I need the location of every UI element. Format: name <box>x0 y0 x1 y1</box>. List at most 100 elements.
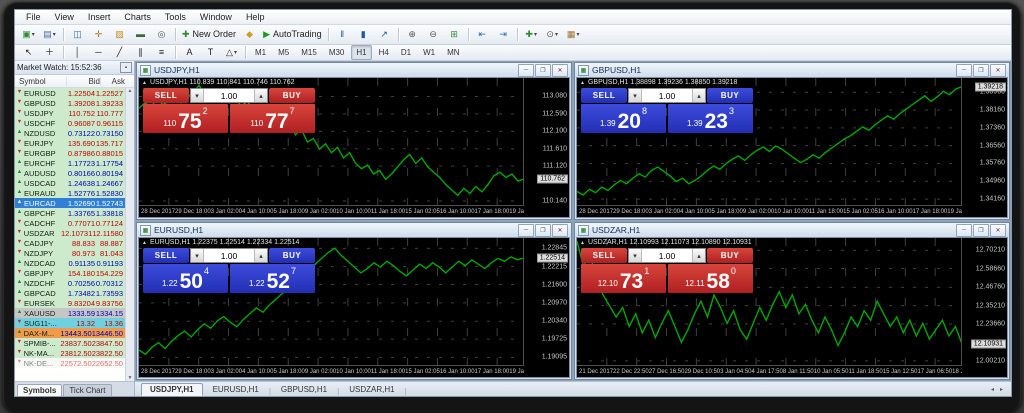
sell-price-box[interactable]: 1.39 20 8 <box>581 104 666 133</box>
chart-tab-usdzar-h1[interactable]: USDZAR,H1 <box>349 385 395 394</box>
templates-dropdown[interactable]: ▦ ▾ <box>564 26 583 43</box>
market-watch-row[interactable]: ▼ EURJPY 135.690 135.717 <box>15 138 125 148</box>
data-window-toggle[interactable]: ✛ <box>89 26 108 43</box>
label-tool[interactable]: T <box>201 44 220 61</box>
market-watch-row[interactable]: ▼ USDZAR 12.10731 12.11580 <box>15 228 125 238</box>
tab-scroll-left-icon[interactable]: ◂ <box>990 386 994 393</box>
timeframe-m1[interactable]: M1 <box>255 48 267 57</box>
buy-price-box[interactable]: 1.22 52 7 <box>230 264 315 293</box>
menu-help[interactable]: Help <box>245 12 265 22</box>
column-ask[interactable]: Ask <box>100 76 134 86</box>
sell-price-box[interactable]: 1.22 50 4 <box>143 264 228 293</box>
new-order-button[interactable]: ✚ New Order <box>182 29 237 39</box>
timeframe-m15[interactable]: M15 <box>301 48 317 57</box>
market-watch-row[interactable]: ▼ EURSEK 9.83204 9.83756 <box>15 298 125 308</box>
market-watch-toggle[interactable]: ◫ <box>68 26 87 43</box>
chart-title-bar[interactable]: ▦ USDZAR,H1 ─ ❐ ✕ <box>575 223 1009 237</box>
market-watch-tab-tick-chart[interactable]: Tick Chart <box>63 384 112 396</box>
timeframe-w1[interactable]: W1 <box>423 48 436 57</box>
collapse-trade-panel-icon[interactable]: ▲ <box>142 79 147 86</box>
price-axis[interactable]: 1.38960 1.38160 1.37360 1.36560 1.35760 1.349… <box>961 78 1007 206</box>
market-watch-row[interactable]: ▼ GBPJPY 154.180 154.229 <box>15 268 125 278</box>
menu-charts[interactable]: Charts <box>124 12 151 22</box>
market-watch-row[interactable]: ▲ EURCHF 1.17723 1.17754 <box>15 158 125 168</box>
zoom-in-button[interactable]: ⊕ <box>403 26 422 43</box>
price-axis[interactable]: 113.080 112.590 112.100 111.610 111.120 110.1… <box>523 78 569 206</box>
indicators-window-button[interactable]: ⇤ <box>473 26 492 43</box>
market-watch-row[interactable]: ▼ CADJPY 88.833 88.887 <box>15 238 125 248</box>
time-axis[interactable]: 28 Dec 2017 29 Dec 18:00 3 Jan 02:00 4 Jan … <box>139 365 524 377</box>
restore-icon[interactable]: ❐ <box>973 63 989 77</box>
volume-increase-icon[interactable]: ▴ <box>692 249 705 262</box>
market-watch-row[interactable]: ▲ AUDUSD 0.80166 0.80194 <box>15 168 125 178</box>
menu-insert[interactable]: Insert <box>87 12 111 22</box>
crosshair-tool[interactable]: ＋ <box>40 44 59 61</box>
market-watch-row[interactable]: ▲ GBPCHF 1.33765 1.33818 <box>15 208 125 218</box>
profiles-button[interactable]: ▤ ▾ <box>40 26 59 43</box>
chart-title-bar[interactable]: ▦ GBPUSD,H1 ─ ❐ ✕ <box>575 63 1009 77</box>
volume-decrease-icon[interactable]: ▾ <box>629 89 642 102</box>
scroll-up-icon[interactable]: ▲ <box>127 88 133 94</box>
collapse-trade-panel-icon[interactable]: ▲ <box>142 239 147 246</box>
timeframe-d1[interactable]: D1 <box>400 48 412 57</box>
sell-price-box[interactable]: 12.10 73 1 <box>581 264 666 293</box>
minimize-icon[interactable]: ─ <box>518 63 534 77</box>
market-watch-row[interactable]: ▲ EURAUD 1.52776 1.52830 <box>15 188 125 198</box>
volume-increase-icon[interactable]: ▴ <box>692 89 705 102</box>
fibonacci-tool[interactable]: ≡ <box>152 44 171 61</box>
buy-price-box[interactable]: 1.39 23 3 <box>668 104 753 133</box>
market-watch-tab-symbols[interactable]: Symbols <box>17 384 63 396</box>
price-axis[interactable]: 12.70210 12.58660 12.46760 12.35210 12.23660… <box>961 238 1007 366</box>
minimize-icon[interactable]: ─ <box>956 223 972 237</box>
market-watch-menu-button[interactable]: ▪ <box>120 62 132 73</box>
new-chart-button[interactable]: ▣ ▾ <box>19 26 38 43</box>
tab-scroll-right-icon[interactable]: ▸ <box>999 386 1003 393</box>
buy-price-box[interactable]: 12.11 58 0 <box>668 264 753 293</box>
volume-increase-icon[interactable]: ▴ <box>254 249 267 262</box>
market-watch-row[interactable]: ▲ NZDUSD 0.73122 0.73150 <box>15 128 125 138</box>
close-icon[interactable]: ✕ <box>552 223 568 237</box>
volume-increase-icon[interactable]: ▴ <box>254 89 267 102</box>
market-watch-row[interactable]: ▼ SUG11-... 13.32 13.36 <box>15 318 125 328</box>
add-indicator-dropdown[interactable]: ✚ ▾ <box>522 26 541 43</box>
market-watch-row[interactable]: ▼ EURUSD 1.22504 1.22527 <box>15 88 125 98</box>
menu-view[interactable]: View <box>54 12 74 22</box>
autotrading-button[interactable]: ▶ AutoTrading <box>263 29 322 39</box>
horizontal-line-tool[interactable]: ─ <box>89 44 108 61</box>
price-axis[interactable]: 1.22845 1.22215 1.21600 1.20970 1.20340 1.197… <box>523 238 569 366</box>
volume-decrease-icon[interactable]: ▾ <box>191 249 204 262</box>
volume-decrease-icon[interactable]: ▾ <box>191 89 204 102</box>
tile-windows-button[interactable]: ⊞ <box>445 26 464 43</box>
minimize-icon[interactable]: ─ <box>518 223 534 237</box>
market-watch-row[interactable]: ▼ CADCHF 0.77071 0.77124 <box>15 218 125 228</box>
collapse-trade-panel-icon[interactable]: ▲ <box>580 79 585 86</box>
strategy-tester-toggle[interactable]: ◎ <box>152 26 171 43</box>
market-watch-row[interactable]: ▼ NK-DE... 22572.50 22652.50 <box>15 358 125 368</box>
market-watch-row[interactable]: ▼ USDCHF 0.96087 0.96115 <box>15 118 125 128</box>
buy-button[interactable]: BUY <box>269 88 315 103</box>
bar-chart-mode-button[interactable]: ‖ <box>333 26 352 43</box>
collapse-trade-panel-icon[interactable]: ▲ <box>580 239 585 246</box>
objects-window-button[interactable]: ⇥ <box>494 26 513 43</box>
market-watch-row[interactable]: ▲ EURCAD 1.52690 1.52743 <box>15 198 125 208</box>
chart-tab-gbpusd-h1[interactable]: GBPUSD,H1 <box>280 385 328 394</box>
volume-value[interactable]: 1.00 <box>220 90 238 101</box>
menu-file[interactable]: File <box>26 12 41 22</box>
restore-icon[interactable]: ❐ <box>535 223 551 237</box>
buy-button[interactable]: BUY <box>269 248 315 263</box>
buy-price-box[interactable]: 110 77 7 <box>230 104 315 133</box>
chart-title-bar[interactable]: ▦ USDJPY,H1 ─ ❐ ✕ <box>137 63 571 77</box>
timeframe-h4[interactable]: H4 <box>378 48 389 57</box>
zoom-out-button[interactable]: ⊖ <box>424 26 443 43</box>
sell-button[interactable]: SELL <box>143 248 189 263</box>
navigator-toggle[interactable]: ▨ <box>110 26 129 43</box>
chart-tab-usdjpy-h1[interactable]: USDJPY,H1 <box>141 383 203 396</box>
column-bid[interactable]: Bid <box>66 76 100 86</box>
buy-button[interactable]: BUY <box>707 248 753 263</box>
volume-value[interactable]: 1.00 <box>658 250 676 261</box>
chart-plot-area[interactable] <box>577 238 962 366</box>
market-watch-row[interactable]: ▲ DAX-M... 13443.50 13446.50 <box>15 328 125 338</box>
metaeditor-button[interactable]: ◆ <box>240 26 259 43</box>
text-tool[interactable]: A <box>180 44 199 61</box>
close-icon[interactable]: ✕ <box>552 63 568 77</box>
